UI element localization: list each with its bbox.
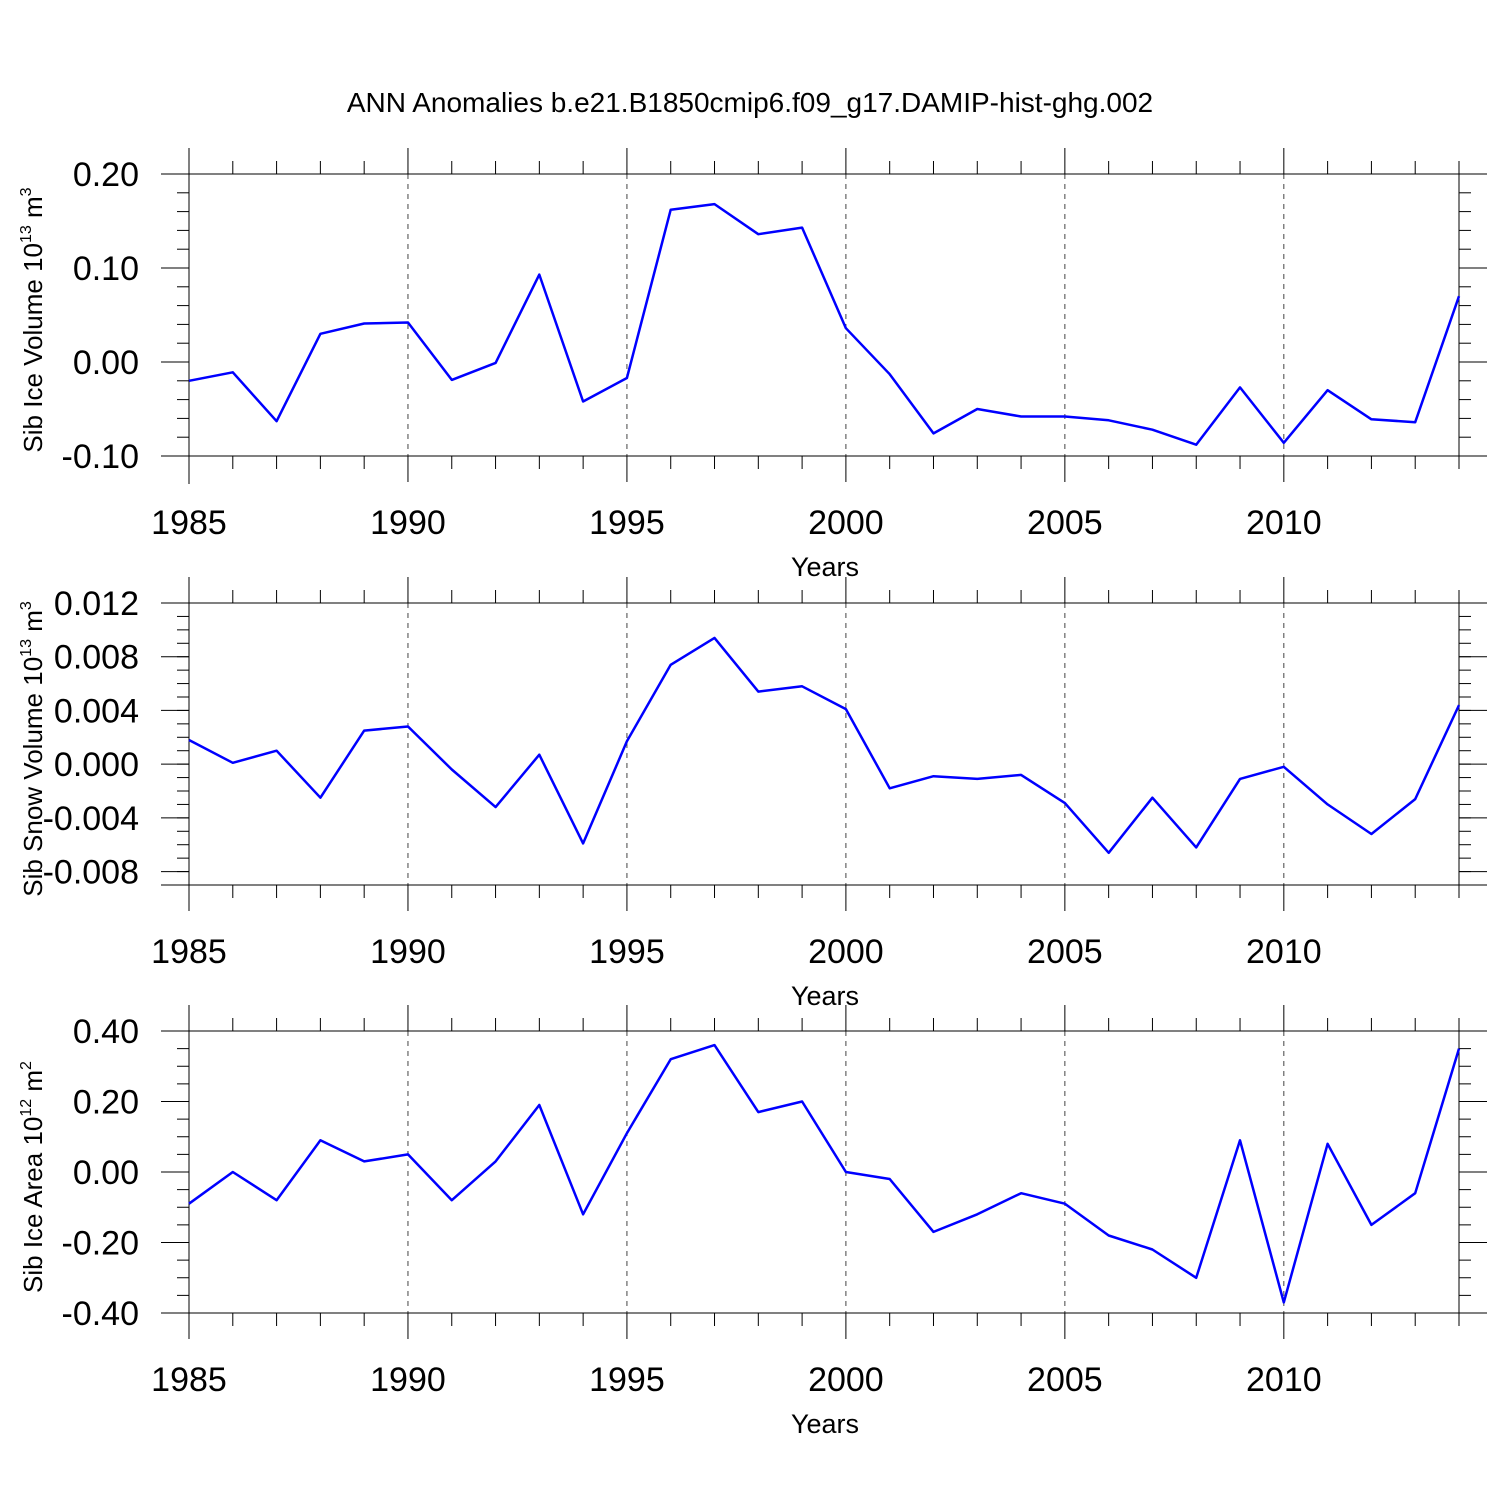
y-axis-label-part: m xyxy=(18,196,48,225)
x-tick-label: 1990 xyxy=(370,1361,446,1399)
x-tick-label: 2005 xyxy=(1027,504,1103,542)
y-tick-label: 0.20 xyxy=(73,1084,139,1122)
y-axis-label-part: 3 xyxy=(18,601,35,610)
x-axis-label: Years xyxy=(791,1409,859,1439)
x-tick-label: 2005 xyxy=(1027,933,1103,971)
y-tick-label: 0.10 xyxy=(73,250,139,288)
y-axis-label-part: 12 xyxy=(18,1099,35,1117)
x-tick-label: 1995 xyxy=(589,933,665,971)
series-line xyxy=(188,202,1461,446)
x-tick-label: 2010 xyxy=(1246,504,1322,542)
panels: 1985 1990 1995 2000 2005 2010 Years -0.10 0.00 0.… xyxy=(18,148,1487,1439)
y-tick-label: -0.10 xyxy=(62,438,140,476)
y-axis-label-part: 13 xyxy=(18,639,35,657)
y-axis-label-part: Sib Ice Area 10 xyxy=(18,1117,48,1293)
y-axis-label-part: m xyxy=(18,1070,48,1099)
x-tick-label: 2000 xyxy=(808,933,884,971)
x-tick-label: 2005 xyxy=(1027,1361,1103,1399)
y-tick-label: 0.00 xyxy=(73,1154,139,1192)
y-axis-label-part: Sib Snow Volume 10 xyxy=(18,657,48,897)
x-axis-label: Years xyxy=(791,981,859,1011)
y-axis-label-part: 3 xyxy=(18,187,35,196)
panel-snow-volume: 1985 1990 1995 2000 2005 2010 Years -0.008 -0.00… xyxy=(18,577,1487,1011)
y-axis-label-part: Sib Ice Volume 10 xyxy=(18,243,48,453)
y-tick-label: 0.000 xyxy=(54,746,139,784)
y-tick-label: 0.012 xyxy=(54,585,139,623)
y-axis-label: Sib Ice Area 1012 m2 xyxy=(18,1061,48,1293)
y-tick-label: 0.20 xyxy=(73,156,139,194)
y-tick-label: 0.00 xyxy=(73,344,139,382)
x-tick-label: 2010 xyxy=(1246,1361,1322,1399)
y-tick-label: -0.40 xyxy=(62,1295,140,1333)
x-tick-label: 1990 xyxy=(370,504,446,542)
y-axis-label-part: m xyxy=(18,610,48,639)
x-tick-label: 1990 xyxy=(370,933,446,971)
y-axis-label: Sib Snow Volume 1013 m3 xyxy=(18,601,48,897)
x-tick-label: 1995 xyxy=(589,1361,665,1399)
panel-ice-volume: 1985 1990 1995 2000 2005 2010 Years -0.10 0.00 0.… xyxy=(18,148,1487,582)
y-tick-label: -0.20 xyxy=(62,1225,140,1263)
x-tick-label: 1995 xyxy=(589,504,665,542)
y-tick-label: 0.004 xyxy=(54,692,139,730)
series-line xyxy=(188,1043,1461,1304)
x-axis-label: Years xyxy=(791,552,859,582)
y-tick-label: 0.008 xyxy=(54,639,139,677)
x-tick-label: 2000 xyxy=(808,1361,884,1399)
series-line xyxy=(188,636,1461,855)
y-axis-label-part: 2 xyxy=(18,1061,35,1070)
x-tick-label: 2000 xyxy=(808,504,884,542)
x-tick-label: 1985 xyxy=(151,504,227,542)
y-tick-label: -0.004 xyxy=(43,800,139,838)
figure-title: ANN Anomalies b.e21.B1850cmip6.f09_g17.D… xyxy=(347,87,1153,118)
panel-ice-area: 1985 1990 1995 2000 2005 2010 Years -0.40 -0.20 0… xyxy=(18,1005,1487,1439)
x-tick-label: 1985 xyxy=(151,1361,227,1399)
x-tick-label: 2010 xyxy=(1246,933,1322,971)
y-axis-label-part: 13 xyxy=(18,225,35,243)
x-tick-label: 1985 xyxy=(151,933,227,971)
y-tick-label: -0.008 xyxy=(43,854,139,892)
y-axis-label: Sib Ice Volume 1013 m3 xyxy=(18,187,48,452)
y-tick-label: 0.40 xyxy=(73,1013,139,1051)
